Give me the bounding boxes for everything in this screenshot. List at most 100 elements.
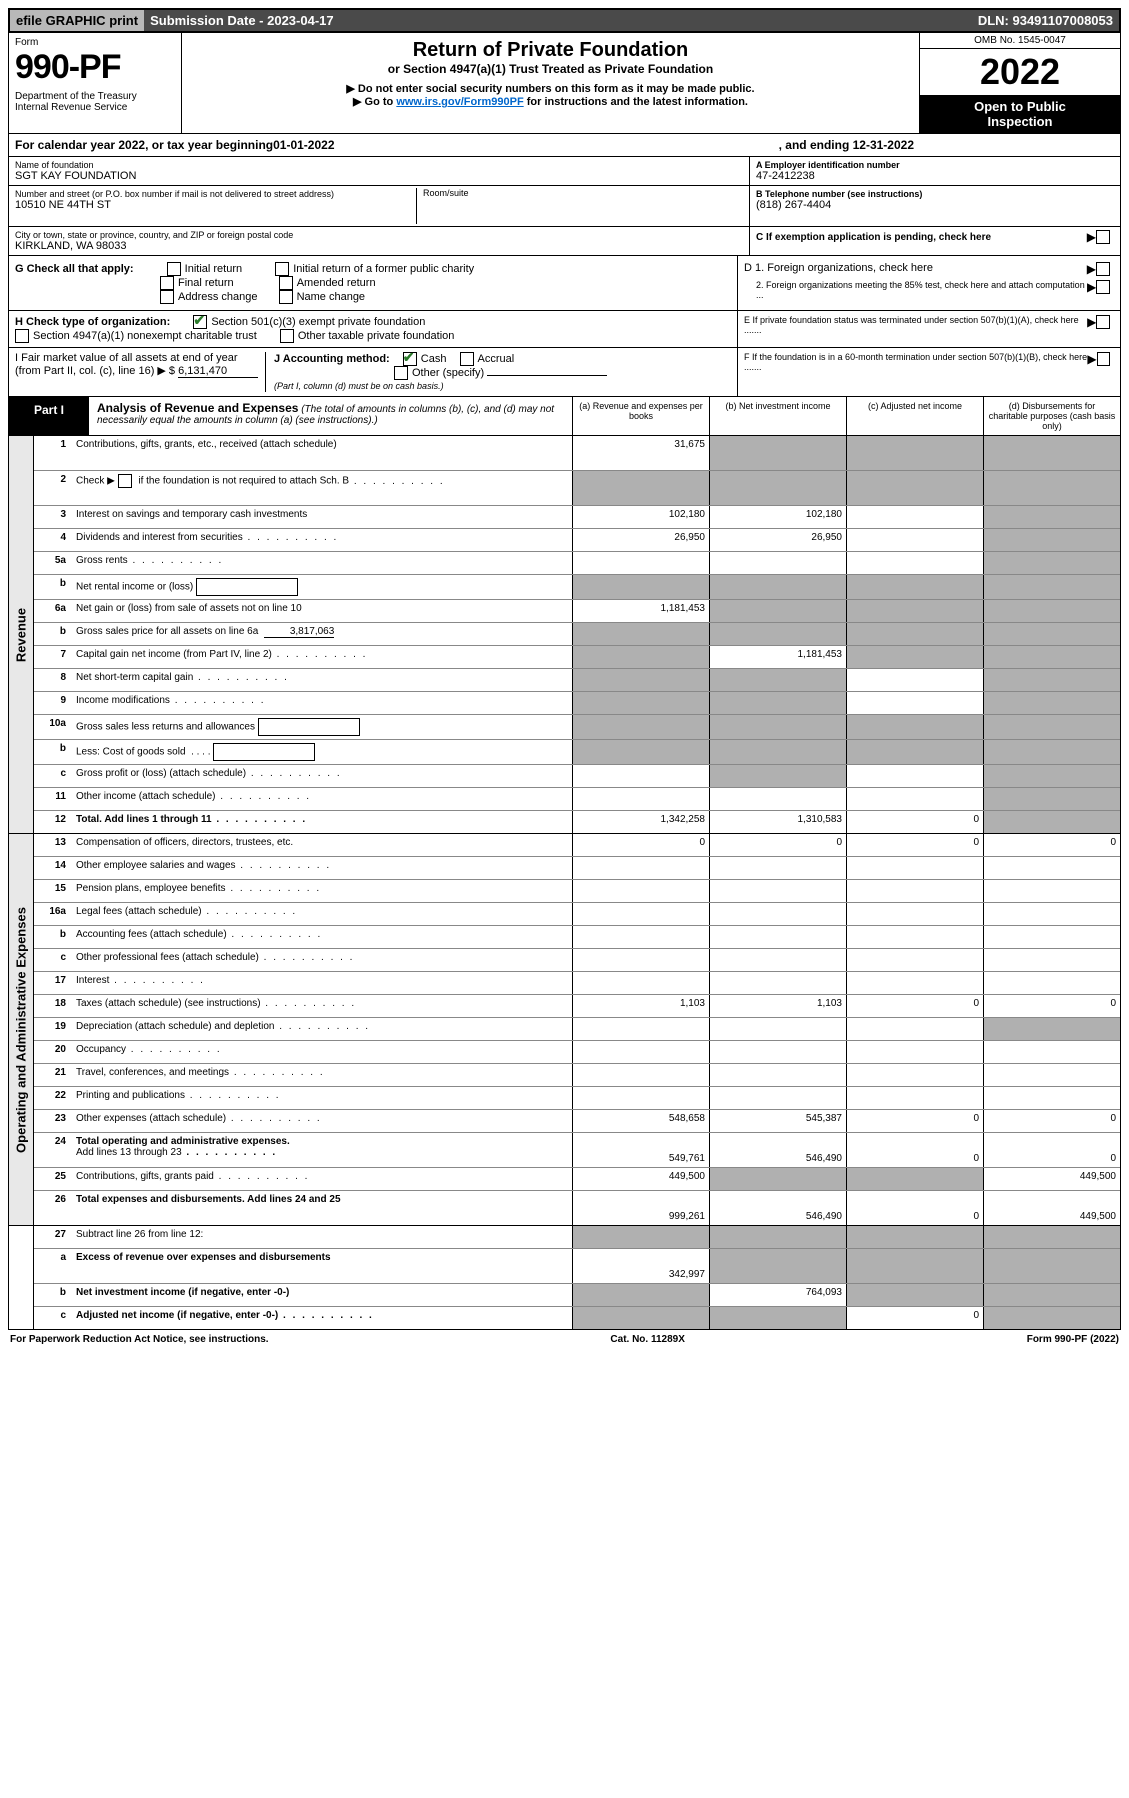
cell-b — [709, 857, 846, 879]
dots — [229, 1067, 325, 1078]
cell-a — [572, 1041, 709, 1063]
row-num: 2 — [34, 471, 72, 505]
row-num: 3 — [34, 506, 72, 528]
accrual-label: Accrual — [478, 353, 515, 365]
ein-label: A Employer identification number — [756, 160, 1114, 170]
cell-a — [572, 857, 709, 879]
row-10a: 10a Gross sales less returns and allowan… — [34, 715, 1120, 740]
row-num: 5a — [34, 552, 72, 574]
cell-b — [709, 1018, 846, 1040]
cell-a — [572, 1064, 709, 1086]
r16a-desc: Legal fees (attach schedule) — [76, 906, 202, 917]
h-other-checkbox[interactable] — [280, 329, 294, 343]
final-return-checkbox[interactable] — [160, 276, 174, 290]
row-10b: b Less: Cost of goods sold . . . . — [34, 740, 1120, 765]
row-num: a — [34, 1249, 72, 1283]
r5b-desc: Net rental income or (loss) — [76, 582, 193, 593]
city-value: KIRKLAND, WA 98033 — [15, 240, 743, 252]
instructions-link[interactable]: www.irs.gov/Form990PF — [396, 96, 523, 108]
cell-c: 0 — [846, 1307, 983, 1329]
schb-checkbox[interactable] — [118, 474, 132, 488]
efile-label[interactable]: efile GRAPHIC print — [10, 10, 144, 31]
footer-right: Form 990-PF (2022) — [1027, 1334, 1119, 1345]
row-desc: Contributions, gifts, grants paid — [72, 1168, 572, 1190]
row-num: 24 — [34, 1133, 72, 1167]
cell-c: 0 — [846, 995, 983, 1017]
row-num: b — [34, 1284, 72, 1306]
cell-c — [846, 529, 983, 551]
ij-left: I Fair market value of all assets at end… — [9, 348, 737, 396]
r10a-desc: Gross sales less returns and allowances — [76, 722, 255, 733]
cell-d — [983, 692, 1120, 714]
cell-a — [572, 669, 709, 691]
cell-a — [572, 552, 709, 574]
city-label: City or town, state or province, country… — [15, 230, 743, 240]
calrow-text1: For calendar year 2022, or tax year begi… — [15, 138, 273, 152]
row-25: 25 Contributions, gifts, grants paid 449… — [34, 1168, 1120, 1191]
f-section: F If the foundation is in a 60-month ter… — [737, 348, 1120, 396]
calrow-text2: , and ending — [779, 138, 853, 152]
cell-d — [983, 740, 1120, 764]
r7-desc: Capital gain net income (from Part IV, l… — [76, 649, 272, 660]
part1-header: Part I Analysis of Revenue and Expenses … — [8, 397, 1121, 436]
cell-a — [572, 1284, 709, 1306]
cell-d — [983, 1064, 1120, 1086]
cell-d — [983, 788, 1120, 810]
cell-c — [846, 880, 983, 902]
addr-label: Number and street (or P.O. box number if… — [15, 189, 743, 199]
row-desc: Net short-term capital gain — [72, 669, 572, 691]
name-label: Name of foundation — [15, 160, 743, 170]
arrow-icon: ▶ — [1087, 262, 1096, 276]
phone-label: B Telephone number (see instructions) — [756, 189, 1114, 199]
f-checkbox[interactable] — [1097, 352, 1110, 366]
cell-b — [709, 1168, 846, 1190]
name-change-checkbox[interactable] — [279, 290, 293, 304]
row-6b: b Gross sales price for all assets on li… — [34, 623, 1120, 646]
row-8: 8 Net short-term capital gain — [34, 669, 1120, 692]
year-end: 12-31-2022 — [853, 138, 914, 152]
row-23: 23 Other expenses (attach schedule) 548,… — [34, 1110, 1120, 1133]
info-right: A Employer identification number 47-2412… — [749, 157, 1120, 255]
graphic-word: GRAPHIC — [46, 13, 110, 28]
d1-checkbox[interactable] — [1096, 262, 1110, 276]
cell-b: 1,181,453 — [709, 646, 846, 668]
cell-a: 999,261 — [572, 1191, 709, 1225]
initial-return-checkbox[interactable] — [167, 262, 181, 276]
j-section: J Accounting method: Cash Accrual Other … — [265, 352, 731, 392]
address-change-checkbox[interactable] — [160, 290, 174, 304]
row-num: 19 — [34, 1018, 72, 1040]
amended-return-checkbox[interactable] — [279, 276, 293, 290]
cell-d — [983, 506, 1120, 528]
warn-link-row: ▶ Go to www.irs.gov/Form990PF for instru… — [188, 95, 913, 108]
cell-a: 1,181,453 — [572, 600, 709, 622]
d2-checkbox[interactable] — [1096, 280, 1110, 294]
h-4947-checkbox[interactable] — [15, 329, 29, 343]
row-desc: Total operating and administrative expen… — [72, 1133, 572, 1167]
cell-c — [846, 715, 983, 739]
row-desc: Net gain or (loss) from sale of assets n… — [72, 600, 572, 622]
cell-a — [572, 715, 709, 739]
row-desc: Net investment income (if negative, ente… — [72, 1284, 572, 1306]
accrual-checkbox[interactable] — [460, 352, 474, 366]
row-19: 19 Depreciation (attach schedule) and de… — [34, 1018, 1120, 1041]
cell-b — [709, 949, 846, 971]
inline-box — [213, 743, 315, 761]
dots — [274, 1021, 370, 1032]
exemption-checkbox[interactable] — [1096, 230, 1110, 244]
initial-former-checkbox[interactable] — [275, 262, 289, 276]
cell-a — [572, 926, 709, 948]
row-12: 12 Total. Add lines 1 through 11 1,342,2… — [34, 811, 1120, 833]
cell-b — [709, 1041, 846, 1063]
r5a-desc: Gross rents — [76, 555, 128, 566]
other-method-checkbox[interactable] — [394, 366, 408, 380]
h-501c3-checkbox[interactable] — [193, 315, 207, 329]
cell-c — [846, 949, 983, 971]
row-24: 24 Total operating and administrative ex… — [34, 1133, 1120, 1168]
cell-a — [572, 949, 709, 971]
cell-b: 0 — [709, 834, 846, 856]
e-checkbox[interactable] — [1096, 315, 1110, 329]
cell-b: 1,103 — [709, 995, 846, 1017]
cash-checkbox[interactable] — [403, 352, 417, 366]
row-desc: Less: Cost of goods sold . . . . — [72, 740, 572, 764]
cell-c — [846, 1041, 983, 1063]
